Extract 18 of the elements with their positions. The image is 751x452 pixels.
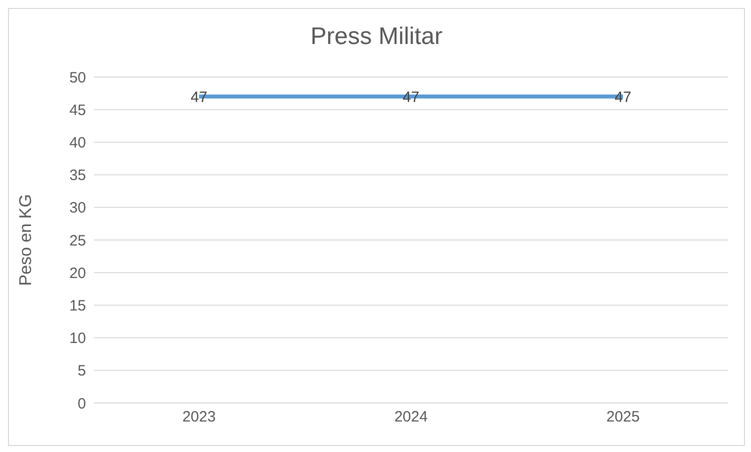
chart-title: Press Militar bbox=[309, 23, 444, 51]
data-label: 47 bbox=[190, 88, 208, 106]
y-tick-label: 40 bbox=[69, 134, 86, 152]
y-tick-label: 0 bbox=[78, 395, 86, 412]
y-tick-label: 10 bbox=[69, 330, 86, 348]
y-tick-label: 20 bbox=[69, 264, 86, 282]
x-tick-label: 2025 bbox=[606, 408, 640, 426]
x-tick-label: 2023 bbox=[182, 408, 216, 426]
y-tick-label: 30 bbox=[69, 200, 86, 217]
y-tick-label: 25 bbox=[69, 232, 86, 250]
y-tick-label: 5 bbox=[78, 362, 86, 380]
data-label: 47 bbox=[614, 88, 632, 106]
x-tick-label: 2024 bbox=[394, 408, 428, 426]
y-tick-label: 15 bbox=[69, 298, 86, 315]
y-tick-label: 35 bbox=[69, 167, 86, 184]
y-axis-title: Peso en KG bbox=[16, 194, 36, 286]
y-tick-label: 45 bbox=[69, 102, 86, 119]
y-tick-label: 50 bbox=[69, 69, 86, 86]
